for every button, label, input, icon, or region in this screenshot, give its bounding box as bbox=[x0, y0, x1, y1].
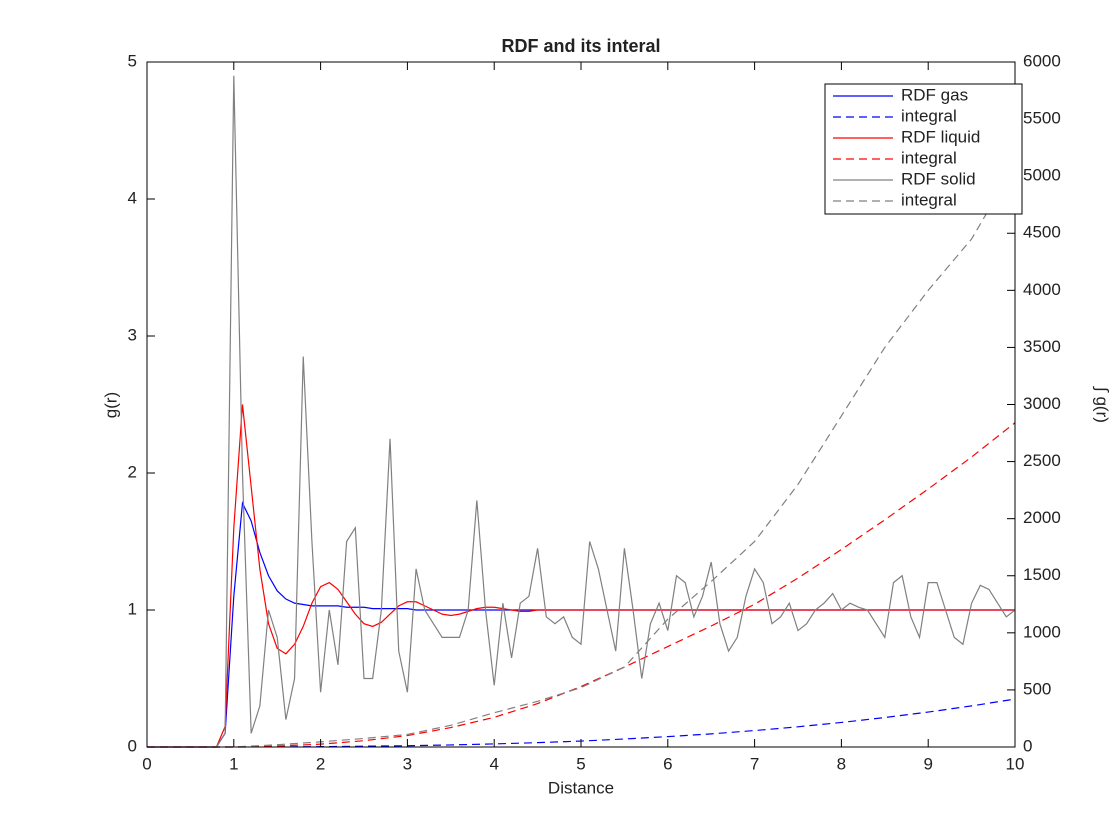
y-tick-label: 5 bbox=[128, 51, 137, 70]
x-tick-label: 8 bbox=[837, 754, 846, 773]
x-tick-label: 10 bbox=[1006, 754, 1025, 773]
legend-label: integral bbox=[901, 106, 957, 125]
x-tick-label: 0 bbox=[142, 754, 151, 773]
series-line bbox=[147, 404, 1015, 748]
y-tick-label: 1 bbox=[128, 599, 137, 618]
y2-tick-label: 1500 bbox=[1023, 565, 1061, 584]
y2-tick-label: 4500 bbox=[1023, 223, 1061, 242]
y2-tick-label: 2000 bbox=[1023, 508, 1061, 527]
y2-tick-label: 6000 bbox=[1023, 51, 1061, 70]
x-tick-label: 2 bbox=[316, 754, 325, 773]
x-tick-label: 6 bbox=[663, 754, 672, 773]
y2-tick-label: 3000 bbox=[1023, 394, 1061, 413]
y2-tick-label: 4000 bbox=[1023, 280, 1061, 299]
legend-label: RDF gas bbox=[901, 85, 968, 104]
x-axis-label: Distance bbox=[548, 778, 614, 797]
y-tick-label: 0 bbox=[128, 736, 137, 755]
series-line bbox=[147, 164, 1016, 748]
legend-label: RDF solid bbox=[901, 169, 976, 188]
x-tick-label: 1 bbox=[229, 754, 238, 773]
y2-tick-label: 1000 bbox=[1023, 622, 1061, 641]
series-line bbox=[147, 422, 1016, 748]
y-tick-label: 2 bbox=[128, 462, 137, 481]
legend-label: integral bbox=[901, 190, 957, 209]
y-axis-label: g(r) bbox=[101, 392, 120, 418]
series-line bbox=[147, 75, 1016, 748]
chart-title: RDF and its interal bbox=[501, 36, 660, 56]
y2-tick-label: 5500 bbox=[1023, 109, 1061, 128]
legend-label: RDF liquid bbox=[901, 127, 980, 146]
x-tick-label: 9 bbox=[923, 754, 932, 773]
x-tick-label: 5 bbox=[576, 754, 585, 773]
y2-axis-label: ∫ g(r) bbox=[1093, 386, 1112, 423]
y2-tick-label: 500 bbox=[1023, 679, 1051, 698]
y-tick-label: 4 bbox=[128, 188, 137, 207]
y2-tick-label: 2500 bbox=[1023, 451, 1061, 470]
y2-tick-label: 3500 bbox=[1023, 337, 1061, 356]
y2-tick-label: 5000 bbox=[1023, 166, 1061, 185]
legend-label: integral bbox=[901, 148, 957, 167]
y2-tick-label: 0 bbox=[1023, 736, 1032, 755]
x-tick-label: 3 bbox=[403, 754, 412, 773]
x-tick-label: 4 bbox=[489, 754, 498, 773]
x-tick-label: 7 bbox=[750, 754, 759, 773]
legend-box bbox=[824, 83, 1023, 215]
y-tick-label: 3 bbox=[128, 325, 137, 344]
